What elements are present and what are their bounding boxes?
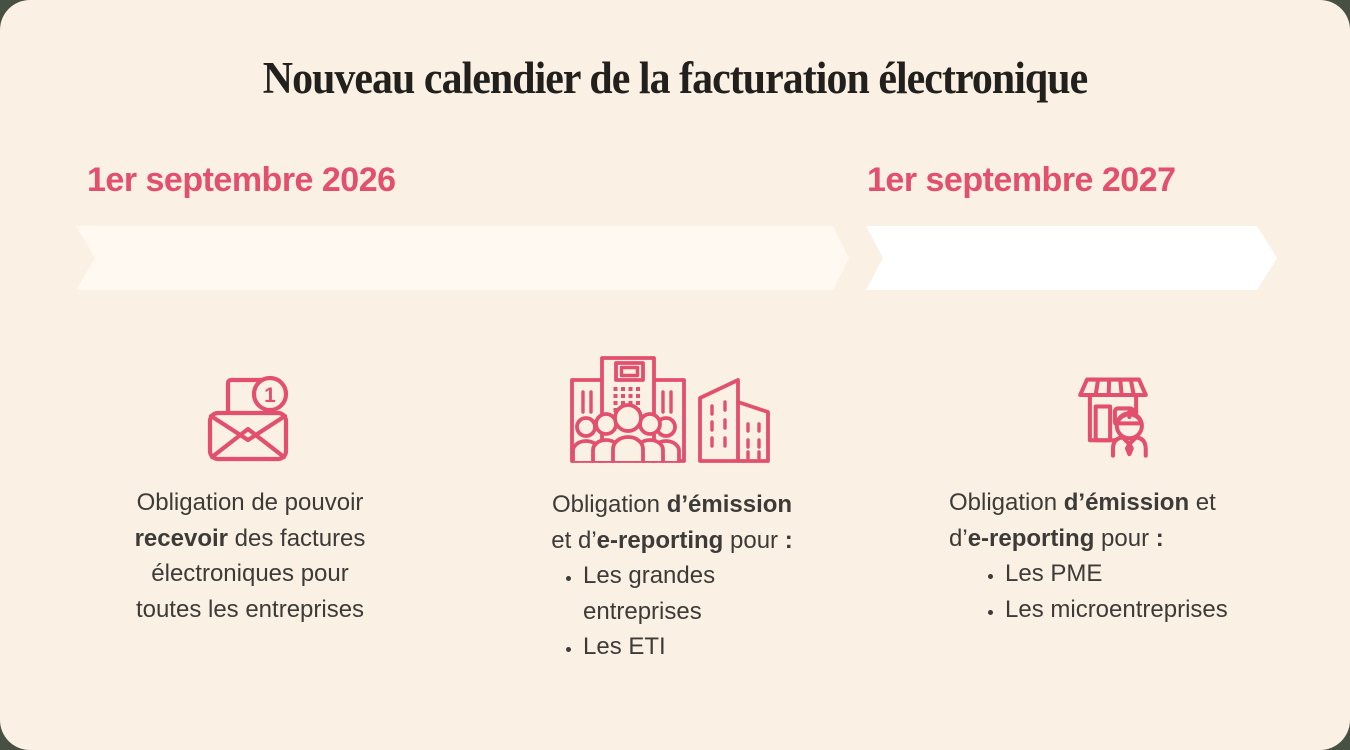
envelope-notification-icon: 1 bbox=[198, 368, 302, 477]
shopkeeper bbox=[1110, 409, 1148, 458]
company-type-list: Les grandes entreprisesLes ETI bbox=[505, 558, 839, 665]
bullet-item: Les grandes entreprises bbox=[583, 558, 839, 629]
page-title: Nouveau calendier de la facturation élec… bbox=[262, 53, 1088, 103]
bullet-item: Les ETI bbox=[583, 629, 839, 665]
column-receive-obligation: 1 Obligation de pouvoir recevoir des fact… bbox=[85, 352, 415, 627]
open-envelope bbox=[207, 410, 289, 462]
milestone-date-2027: 1er septembre 2027 bbox=[867, 161, 1176, 199]
bullet-item: Les PME bbox=[1005, 556, 1283, 592]
obligation-text: Obligation d’émission et d’e-reporting po… bbox=[551, 491, 793, 554]
timeline-arrow-2026 bbox=[76, 226, 849, 290]
buildings-crowd-icon bbox=[564, 354, 780, 479]
obligation-text: Obligation d’émission et d’e-reporting po… bbox=[949, 489, 1216, 552]
shop-person-icon bbox=[1061, 368, 1165, 477]
crowd bbox=[571, 403, 681, 463]
bullet-item: Les microentreprises bbox=[1005, 592, 1283, 628]
small-building bbox=[698, 378, 770, 463]
company-type-list: Les PMELes microentreprises bbox=[943, 556, 1283, 627]
column-emission-large-companies: Obligation d’émission et d’e-reporting po… bbox=[505, 352, 839, 665]
badge-count: 1 bbox=[264, 384, 276, 407]
milestone-date-2026: 1er septembre 2026 bbox=[87, 161, 396, 199]
timeline-arrow-2027 bbox=[866, 226, 1277, 290]
column-emission-sme: Obligation d’émission et d’e-reporting po… bbox=[943, 352, 1283, 627]
obligation-text: Obligation de pouvoir recevoir des factur… bbox=[134, 489, 366, 623]
notification-badge: 1 bbox=[251, 375, 289, 413]
